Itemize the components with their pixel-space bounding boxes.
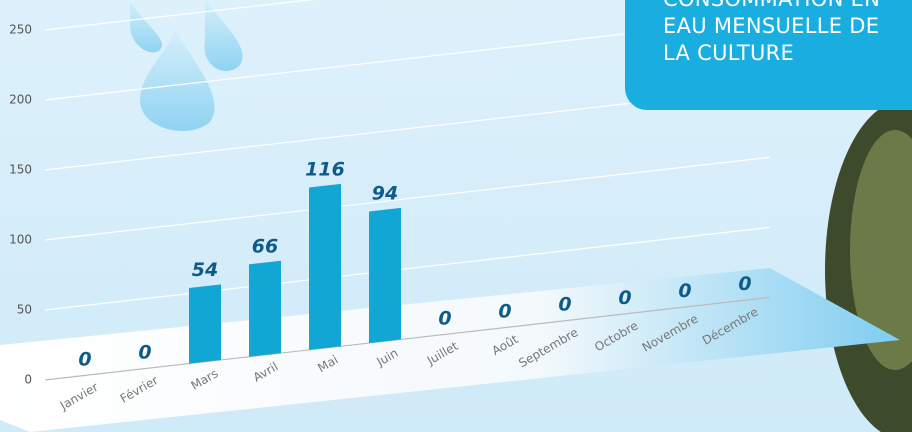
bar	[189, 284, 221, 364]
y-tick-label: 250	[9, 23, 32, 37]
drop	[204, 0, 243, 71]
bar	[249, 260, 281, 357]
value-label: 0	[558, 294, 571, 316]
grid-line	[44, 226, 771, 311]
value-label: 0	[618, 287, 631, 309]
grid-line	[44, 0, 314, 31]
y-tick-label: 100	[9, 233, 32, 247]
drop	[140, 30, 215, 131]
plant-photo	[850, 130, 912, 370]
value-label: 0	[738, 273, 751, 295]
value-label: 0	[78, 348, 91, 370]
value-label: 0	[498, 301, 511, 323]
value-label: 66	[252, 236, 278, 258]
y-tick-label: 50	[17, 303, 32, 317]
value-label: 0	[678, 280, 691, 302]
y-tick-label: 200	[9, 93, 32, 107]
drop	[130, 0, 163, 53]
value-label: 0	[438, 307, 451, 329]
y-tick-label: 150	[9, 163, 32, 177]
value-label: 94	[372, 183, 398, 205]
bar	[369, 207, 401, 344]
y-tick-label: 0	[24, 373, 32, 387]
grid-line	[44, 156, 771, 241]
floor	[0, 268, 900, 432]
value-label: 116	[305, 159, 345, 181]
value-label: 54	[192, 259, 218, 281]
bar	[309, 183, 341, 350]
grid-line	[44, 296, 771, 381]
chart-title: CONSOMMATION EN EAU MENSUELLE DE LA CULT…	[625, 0, 912, 110]
value-label: 0	[138, 342, 151, 364]
